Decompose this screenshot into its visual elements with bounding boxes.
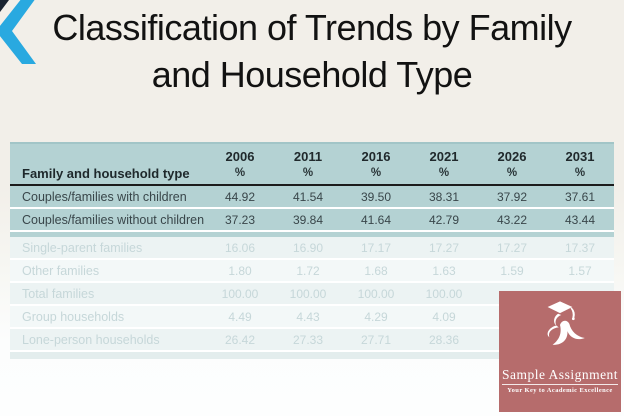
row-label: Couples/families with children	[22, 189, 187, 204]
unit-label: %	[370, 167, 382, 179]
cell-value: 26.42	[224, 332, 256, 347]
cell-value: 1.57	[568, 263, 592, 278]
cell-value: 27.33	[292, 332, 324, 347]
cell-value: 17.27	[428, 240, 460, 255]
watermark-tagline-text: Your Key to Academic Excellence	[507, 387, 613, 394]
family-household-table: Family and household type 2006% 2011% 20…	[10, 142, 614, 359]
cell-value: 27.71	[360, 332, 392, 347]
column-header-2031: 2031%	[546, 144, 614, 186]
cell-value: 28.36	[428, 332, 460, 347]
cell-value: 100.00	[357, 286, 395, 301]
column-header-2006: 2006%	[206, 144, 274, 186]
unit-label: %	[506, 167, 518, 179]
slide-title: Classification of Trends by Family and Ho…	[0, 4, 624, 98]
row-label: Couples/families without children	[22, 212, 205, 227]
chevron-left-icon	[0, 0, 36, 64]
cell-value: 41.54	[292, 189, 324, 204]
title-line-2: and Household Type	[151, 54, 473, 95]
corner-accent-shape	[0, 0, 9, 12]
table-row: Lone-person households 26.42 27.33 27.71…	[10, 329, 614, 352]
cell-value: 17.37	[564, 240, 596, 255]
cell-value: 1.63	[432, 263, 456, 278]
table-divider-band	[10, 232, 614, 237]
cell-value: 37.92	[496, 189, 528, 204]
table-row: Couples/families with children 44.92 41.…	[10, 186, 614, 209]
unit-label: %	[302, 167, 314, 179]
cell-value: 38.31	[428, 189, 460, 204]
cell-value: 42.79	[428, 212, 460, 227]
row-label: Other families	[22, 263, 100, 278]
cell-value: 1.72	[296, 263, 320, 278]
table-row: Couples/families without children 37.23 …	[10, 209, 614, 232]
watermark-brand-text: Sample Assignment	[501, 367, 619, 385]
cell-value: 4.49	[228, 309, 252, 324]
cell-value: 16.06	[224, 240, 256, 255]
row-label: Group households	[22, 309, 125, 324]
table-row: Group households 4.49 4.43 4.29 4.09	[10, 306, 614, 329]
row-label: Single-parent families	[22, 240, 143, 255]
table-row: Total families 100.00 100.00 100.00 100.…	[10, 283, 614, 306]
cell-value: 17.17	[360, 240, 392, 255]
cell-value: 39.50	[360, 189, 392, 204]
cell-value: 4.09	[432, 309, 456, 324]
cell-value: 4.29	[364, 309, 388, 324]
title-line-1: Classification of Trends by Family	[52, 7, 572, 48]
cell-value: 16.90	[292, 240, 324, 255]
sample-assignment-watermark: Sample Assignment Your Key to Academic E…	[499, 291, 621, 412]
cell-value: 1.68	[364, 263, 388, 278]
cell-value: 1.59	[500, 263, 524, 278]
table-row: Single-parent families 16.06 16.90 17.17…	[10, 237, 614, 260]
cell-value: 43.44	[564, 212, 596, 227]
cell-value: 4.43	[296, 309, 320, 324]
row-label: Total families	[22, 286, 95, 301]
unit-label: %	[438, 167, 450, 179]
cell-value: 39.84	[292, 212, 324, 227]
cell-value: 37.61	[564, 189, 596, 204]
table-header-row: Family and household type 2006% 2011% 20…	[10, 144, 614, 186]
column-header-2021: 2021%	[410, 144, 478, 186]
cell-value: 100.00	[221, 286, 259, 301]
cell-value: 17.27	[496, 240, 528, 255]
column-header-2026: 2026%	[478, 144, 546, 186]
cell-value: 100.00	[289, 286, 327, 301]
dancing-graduate-icon	[547, 301, 585, 345]
column-header-2011: 2011%	[274, 144, 342, 186]
table-label-header: Family and household type	[22, 166, 190, 181]
unit-label: %	[574, 167, 586, 179]
cell-value: 44.92	[224, 189, 256, 204]
column-header-2016: 2016%	[342, 144, 410, 186]
cell-value: 1.80	[228, 263, 252, 278]
cell-value: 100.00	[425, 286, 463, 301]
cell-value: 43.22	[496, 212, 528, 227]
table-row: Other families 1.80 1.72 1.68 1.63 1.59 …	[10, 260, 614, 283]
unit-label: %	[234, 167, 246, 179]
cell-value: 41.64	[360, 212, 392, 227]
row-label: Lone-person households	[22, 332, 160, 347]
table-bottom-band	[10, 352, 614, 359]
cell-value: 37.23	[224, 212, 256, 227]
